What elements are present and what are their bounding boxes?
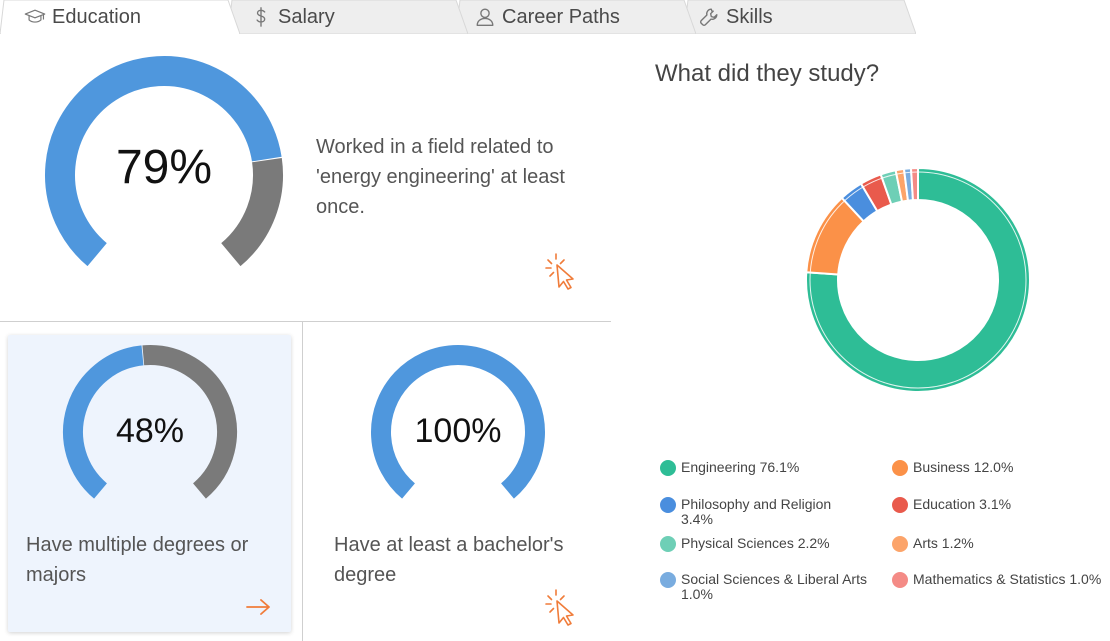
tab-bar: Skills Career Paths Salary: [0, 0, 1110, 34]
tab-label: Skills: [726, 5, 773, 28]
legend-item-arts: Arts 1.2%: [892, 536, 1102, 552]
wrench-icon: [700, 8, 718, 26]
tab-label: Salary: [278, 5, 335, 28]
graduation-cap-icon: [24, 9, 46, 23]
dollar-icon: [256, 7, 266, 27]
bachelors-percent: 100%: [414, 412, 502, 450]
gauge-fill: [45, 56, 282, 267]
tab-salary[interactable]: Salary: [228, 0, 468, 34]
tab-label: Education: [52, 5, 141, 28]
legend-label: Education 3.1%: [913, 496, 1012, 512]
arrow-right-icon[interactable]: [244, 597, 274, 617]
gauge-fill: [63, 345, 144, 499]
legend-dot: [892, 497, 908, 513]
legend-dot: [892, 572, 908, 588]
click-cursor-icon[interactable]: [544, 252, 580, 292]
multiple-degrees-percent: 48%: [115, 412, 185, 450]
legend-item-business: Business 12.0%: [892, 460, 1102, 476]
legend-label: Arts 1.2%: [913, 535, 974, 551]
legend-label: Mathematics & Statistics 1.0%: [913, 571, 1102, 587]
related-field-percent: 79%: [115, 141, 213, 194]
gauge-fill: [371, 345, 545, 499]
multiple-degrees-description: Have multiple degrees or majors: [26, 534, 249, 586]
donut-slice-engineering[interactable]: [806, 168, 1030, 392]
legend-label: Business 12.0%: [913, 459, 1014, 475]
bachelors-gauge: [371, 345, 545, 499]
legend-item-education: Education 3.1%: [892, 497, 1102, 513]
legend-dot: [892, 536, 908, 552]
study-title: What did they study?: [655, 60, 880, 87]
legend-dot: [660, 497, 676, 513]
legend-dot: [660, 572, 676, 588]
legend-dot: [892, 460, 908, 476]
multiple-degrees-gauge: [63, 345, 237, 499]
tab-education[interactable]: Education: [0, 0, 240, 34]
legend-item-physical-sciences: Physical Sciences 2.2%: [660, 536, 885, 552]
legend-item-mathematics-statistics: Mathematics & Statistics 1.0%: [892, 572, 1104, 588]
related-field-description: Worked in a field related to 'energy eng…: [316, 136, 565, 218]
click-cursor-icon[interactable]: [544, 588, 580, 628]
donut-inner-ring: [809, 171, 1027, 389]
tab-label: Career Paths: [502, 5, 620, 28]
related-field-gauge: [45, 56, 283, 267]
gauge-track: [142, 345, 237, 499]
legend-dot: [660, 536, 676, 552]
bachelors-description: Have at least a bachelor's degree: [334, 534, 564, 586]
panel-divider-vertical: [302, 322, 303, 641]
user-icon: [476, 8, 494, 26]
tab-skills[interactable]: Skills: [684, 0, 916, 34]
gauge-track: [220, 158, 283, 267]
legend-label: Engineering 76.1%: [681, 459, 800, 475]
legend-label: Physical Sciences 2.2%: [681, 535, 830, 551]
legend-item-engineering: Engineering 76.1%: [660, 460, 885, 476]
legend-dot: [660, 460, 676, 476]
legend-item-social-sciences: Social Sciences & Liberal Arts 1.0%: [660, 572, 890, 602]
donut-slice-mathematics-statistics[interactable]: [909, 168, 919, 202]
legend-item-philosophy-religion: Philosophy and Religion 3.4%: [660, 497, 855, 527]
panel-divider-horizontal: [0, 321, 611, 322]
multiple-degrees-card[interactable]: [8, 335, 291, 632]
tab-background-active: [0, 0, 240, 34]
legend-label: Philosophy and Religion 3.4%: [681, 496, 832, 527]
tab-career-paths[interactable]: Career Paths: [456, 0, 696, 34]
legend-label: Social Sciences & Liberal Arts 1.0%: [681, 571, 867, 602]
study-donut-chart: [806, 168, 1030, 392]
